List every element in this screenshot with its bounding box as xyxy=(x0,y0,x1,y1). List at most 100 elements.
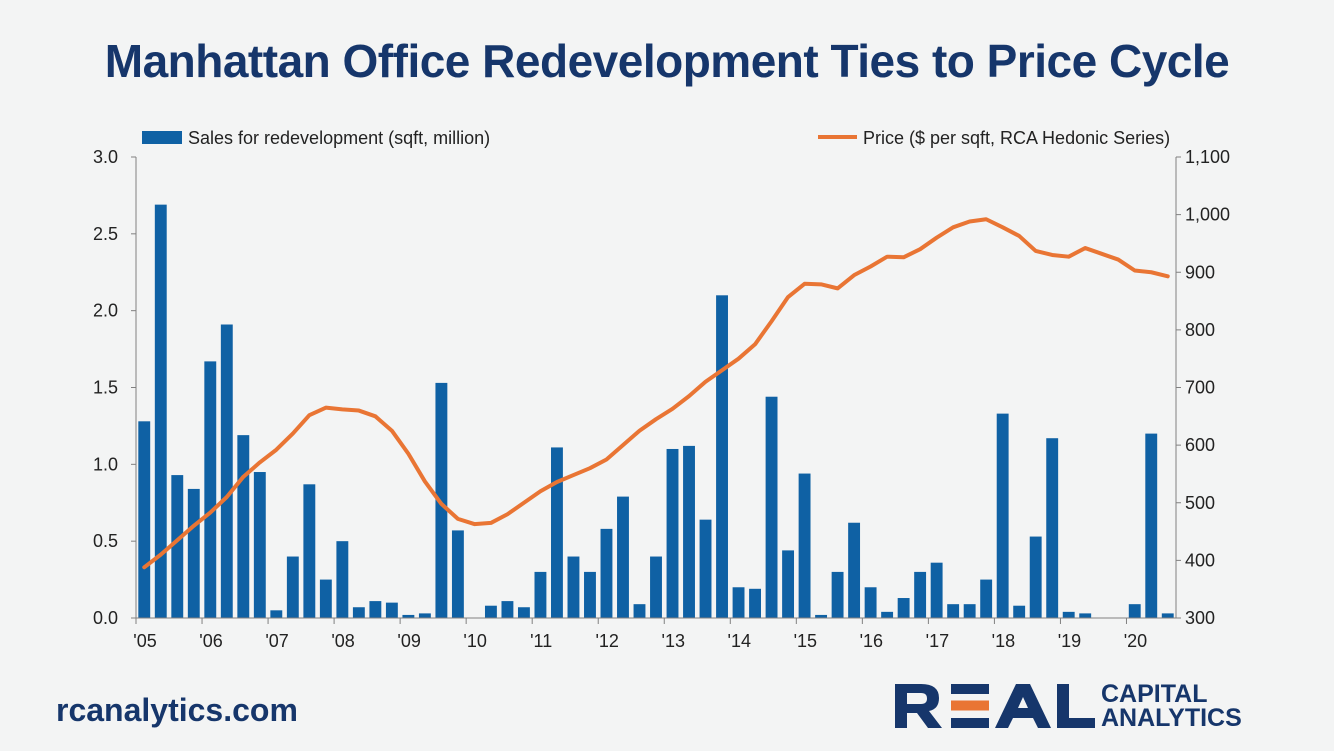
logo-capital-text: CAPITAL xyxy=(1101,680,1207,708)
bar xyxy=(683,445,695,618)
bar xyxy=(848,522,861,618)
bar xyxy=(517,607,530,618)
bar xyxy=(815,614,828,618)
bar xyxy=(1145,433,1158,618)
bar xyxy=(171,475,184,618)
y-right-tick-label: 800 xyxy=(1185,320,1215,340)
bar xyxy=(435,382,448,618)
bar xyxy=(451,530,464,618)
bar xyxy=(534,571,547,618)
bar xyxy=(881,611,894,618)
bar xyxy=(1029,536,1042,618)
y-left-tick-label: 1.5 xyxy=(93,378,118,398)
bar xyxy=(584,571,596,618)
x-tick-label: '18 xyxy=(992,631,1015,651)
bar xyxy=(220,324,233,618)
x-tick-label: '12 xyxy=(595,631,618,651)
bar xyxy=(336,541,349,618)
bar xyxy=(1128,604,1141,618)
y-right-tick-label: 400 xyxy=(1185,550,1215,570)
x-tick-label: '09 xyxy=(397,631,420,651)
bar xyxy=(633,604,646,618)
y-left-tick-label: 2.0 xyxy=(93,301,118,321)
bar xyxy=(567,556,580,618)
bar xyxy=(782,550,795,618)
bar xyxy=(963,604,976,618)
x-tick-label: '20 xyxy=(1124,631,1147,651)
bar xyxy=(749,588,761,618)
y-left-tick-label: 0.0 xyxy=(93,608,118,628)
real-capital-analytics-logo: CAPITAL ANALYTICS xyxy=(895,680,1242,732)
y-right-tick-label: 1,100 xyxy=(1185,147,1230,167)
x-tick-label: '17 xyxy=(926,631,949,651)
y-right-tick-label: 900 xyxy=(1185,262,1215,282)
bar xyxy=(930,562,943,618)
bar xyxy=(286,556,299,618)
bar xyxy=(617,496,629,618)
bar xyxy=(204,361,217,618)
bar xyxy=(1046,438,1059,618)
bar xyxy=(1079,613,1092,618)
legend-line-label: Price ($ per sqft, RCA Hedonic Series) xyxy=(863,128,1170,148)
x-tick-label: '11 xyxy=(530,631,552,651)
bar xyxy=(798,473,811,618)
bar xyxy=(716,295,728,618)
x-tick-label: '10 xyxy=(463,631,486,651)
bar xyxy=(187,488,200,618)
y-right-tick-label: 500 xyxy=(1185,493,1215,513)
y-left-tick-label: 0.5 xyxy=(93,531,118,551)
price-line xyxy=(142,217,1170,570)
x-tick-label: '13 xyxy=(662,631,685,651)
footer-url[interactable]: rcanalytics.com xyxy=(56,692,298,728)
legend-bar-swatch xyxy=(142,131,182,144)
bar xyxy=(1062,611,1075,618)
y-right-tick-label: 1,000 xyxy=(1185,205,1230,225)
bar xyxy=(600,528,613,618)
logo-analytics-text: ANALYTICS xyxy=(1101,704,1242,732)
bar xyxy=(897,598,910,618)
bar xyxy=(699,519,712,618)
bar xyxy=(864,587,877,618)
bar xyxy=(765,396,778,618)
x-tick-label: '14 xyxy=(728,631,751,651)
y-right-tick-label: 600 xyxy=(1185,435,1215,455)
bar xyxy=(385,602,398,618)
x-tick-label: '19 xyxy=(1058,631,1081,651)
x-tick-label: '08 xyxy=(331,631,354,651)
y-right-tick-label: 700 xyxy=(1185,378,1215,398)
bar xyxy=(138,421,151,618)
y-left-tick-label: 2.5 xyxy=(93,224,118,244)
bar xyxy=(831,571,844,618)
bar xyxy=(947,604,960,618)
bar xyxy=(484,605,497,618)
bar xyxy=(402,614,415,618)
bar xyxy=(650,556,662,618)
bar xyxy=(237,435,250,618)
bar xyxy=(303,484,316,618)
bar xyxy=(551,447,563,618)
bar xyxy=(352,607,365,618)
bar xyxy=(980,579,993,618)
bar xyxy=(914,571,927,618)
bar xyxy=(501,601,514,618)
y-left-tick-label: 3.0 xyxy=(93,147,118,167)
bar xyxy=(369,601,382,618)
x-tick-label: '06 xyxy=(199,631,222,651)
legend-bar-label: Sales for redevelopment (sqft, million) xyxy=(188,128,490,148)
bar xyxy=(732,587,745,618)
x-tick-label: '07 xyxy=(265,631,288,651)
x-tick-label: '16 xyxy=(860,631,883,651)
chart-title: Manhattan Office Redevelopment Ties to P… xyxy=(104,35,1230,87)
bar xyxy=(270,610,283,618)
bar xyxy=(666,448,679,618)
bar xyxy=(418,613,431,618)
bar xyxy=(319,579,332,618)
bar xyxy=(1013,605,1026,618)
bar xyxy=(154,204,167,618)
bar xyxy=(996,413,1009,618)
x-tick-label: '15 xyxy=(794,631,817,651)
bar xyxy=(253,472,266,618)
y-left-tick-label: 1.0 xyxy=(93,454,118,474)
x-tick-label: '05 xyxy=(133,631,156,651)
